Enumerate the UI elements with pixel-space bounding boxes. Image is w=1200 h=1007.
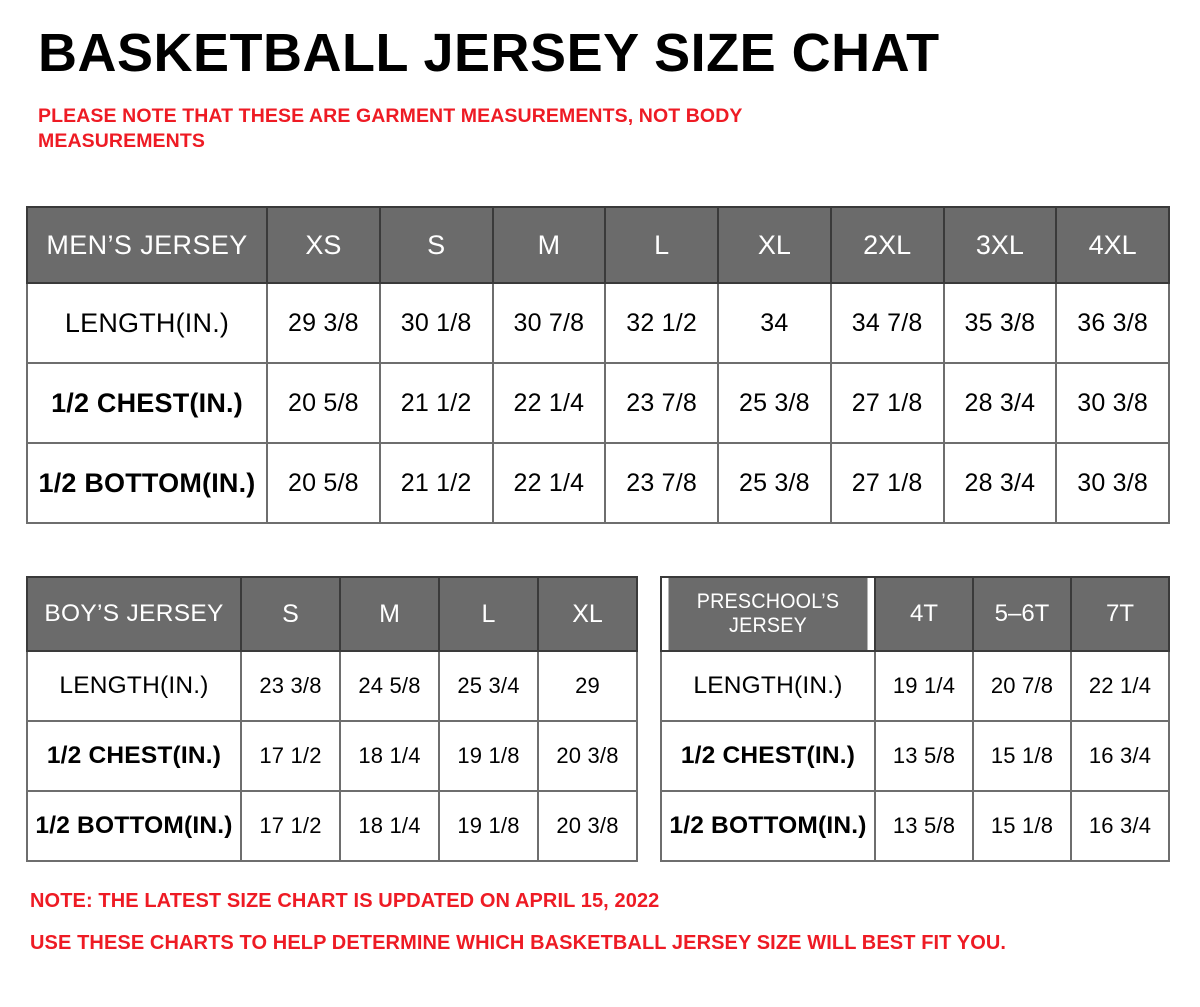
cell-boys-chest-s: 17 1/2 [240, 720, 341, 792]
preschool-jersey-size-table: PRESCHOOL’S JERSEY 4T 5–6T 7T LENGTH(IN.… [660, 576, 1170, 862]
cell-preschool-chest-5-6t: 15 1/8 [972, 720, 1072, 792]
cell-boys-chest-xl: 20 3/8 [537, 720, 638, 792]
cell-bottom-3xl: 28 3/4 [942, 442, 1058, 524]
column-header-l: L [604, 206, 719, 284]
cell-bottom-m: 22 1/4 [491, 442, 607, 524]
table-row: 1/2 BOTTOM(IN.) 17 1/2 18 1/4 19 1/8 20 … [26, 790, 638, 862]
table-row: LENGTH(IN.) 19 1/4 20 7/8 22 1/4 [660, 650, 1170, 722]
preschool-table-corner-header: PRESCHOOL’S JERSEY [666, 576, 870, 652]
row-label-preschool-length: LENGTH(IN.) [660, 650, 876, 722]
cell-boys-bottom-l: 19 1/8 [438, 790, 539, 862]
cell-length-3xl: 35 3/8 [942, 282, 1058, 364]
table-row: 1/2 CHEST(IN.) 20 5/8 21 1/2 22 1/4 23 7… [26, 362, 1170, 444]
cell-boys-bottom-m: 18 1/4 [339, 790, 440, 862]
cell-boys-length-s: 23 3/8 [240, 650, 341, 722]
boys-jersey-size-table: BOY’S JERSEY S M L XL LENGTH(IN.) 23 3/8… [26, 576, 638, 862]
table-row: LENGTH(IN.) 23 3/8 24 5/8 25 3/4 29 [26, 650, 638, 722]
row-label-half-chest: 1/2 CHEST(IN.) [26, 362, 268, 444]
cell-chest-s: 21 1/2 [378, 362, 494, 444]
usage-note: USE THESE CHARTS TO HELP DETERMINE WHICH… [30, 932, 1007, 954]
row-label-boys-half-bottom: 1/2 BOTTOM(IN.) [26, 790, 242, 862]
cell-preschool-length-4t: 19 1/4 [874, 650, 974, 722]
column-header-4t: 4T [874, 576, 974, 652]
mens-jersey-size-table: MEN’S JERSEY XS S M L XL 2XL 3XL 4XL LEN… [26, 206, 1170, 524]
column-header-boys-xl: XL [537, 576, 638, 652]
row-label-boys-half-chest: 1/2 CHEST(IN.) [26, 720, 242, 792]
cell-bottom-4xl: 30 3/8 [1055, 442, 1170, 524]
cell-chest-l: 23 7/8 [604, 362, 719, 444]
cell-chest-m: 22 1/4 [491, 362, 607, 444]
table-header-row: BOY’S JERSEY S M L XL [26, 576, 638, 652]
table-row: 1/2 CHEST(IN.) 17 1/2 18 1/4 19 1/8 20 3… [26, 720, 638, 792]
table-header-row: PRESCHOOL’S JERSEY 4T 5–6T 7T [661, 576, 1170, 652]
update-note: NOTE: THE LATEST SIZE CHART IS UPDATED O… [30, 890, 660, 912]
table-row: 1/2 BOTTOM(IN.) 20 5/8 21 1/2 22 1/4 23 … [26, 442, 1170, 524]
cell-length-4xl: 36 3/8 [1055, 282, 1170, 364]
column-header-7t: 7T [1070, 576, 1170, 652]
cell-preschool-bottom-4t: 13 5/8 [874, 790, 974, 862]
cell-boys-length-xl: 29 [537, 650, 638, 722]
cell-bottom-s: 21 1/2 [378, 442, 494, 524]
mens-table-corner-header: MEN’S JERSEY [26, 206, 268, 284]
column-header-boys-s: S [240, 576, 341, 652]
cell-chest-xs: 20 5/8 [266, 362, 381, 444]
column-header-3xl: 3XL [942, 206, 1058, 284]
table-row: LENGTH(IN.) 29 3/8 30 1/8 30 7/8 32 1/2 … [26, 282, 1170, 364]
column-header-boys-l: L [438, 576, 539, 652]
boys-table-corner-header: BOY’S JERSEY [26, 576, 242, 652]
cell-boys-bottom-s: 17 1/2 [240, 790, 341, 862]
cell-bottom-xs: 20 5/8 [266, 442, 381, 524]
cell-length-s: 30 1/8 [378, 282, 494, 364]
cell-boys-chest-m: 18 1/4 [339, 720, 440, 792]
row-label-length: LENGTH(IN.) [26, 282, 268, 364]
cell-bottom-2xl: 27 1/8 [829, 442, 945, 524]
cell-boys-bottom-xl: 20 3/8 [537, 790, 638, 862]
column-header-boys-m: M [339, 576, 440, 652]
column-header-s: S [378, 206, 494, 284]
cell-length-xs: 29 3/8 [266, 282, 381, 364]
column-header-2xl: 2XL [829, 206, 945, 284]
cell-preschool-chest-7t: 16 3/4 [1070, 720, 1170, 792]
cell-preschool-length-5-6t: 20 7/8 [972, 650, 1072, 722]
column-header-xs: XS [266, 206, 381, 284]
cell-length-l: 32 1/2 [604, 282, 719, 364]
cell-chest-2xl: 27 1/8 [829, 362, 945, 444]
cell-boys-length-l: 25 3/4 [438, 650, 539, 722]
table-row: 1/2 BOTTOM(IN.) 13 5/8 15 1/8 16 3/4 [660, 790, 1170, 862]
cell-preschool-bottom-7t: 16 3/4 [1070, 790, 1170, 862]
row-label-preschool-half-bottom: 1/2 BOTTOM(IN.) [660, 790, 876, 862]
cell-chest-3xl: 28 3/4 [942, 362, 1058, 444]
column-header-xl: XL [717, 206, 832, 284]
garment-measurement-disclaimer: PLEASE NOTE THAT THESE ARE GARMENT MEASU… [38, 105, 743, 152]
cell-boys-length-m: 24 5/8 [339, 650, 440, 722]
column-header-4xl: 4XL [1055, 206, 1170, 284]
row-label-boys-length: LENGTH(IN.) [26, 650, 242, 722]
cell-chest-xl: 25 3/8 [717, 362, 832, 444]
column-header-5-6t: 5–6T [972, 576, 1072, 652]
cell-preschool-length-7t: 22 1/4 [1070, 650, 1170, 722]
cell-length-2xl: 34 7/8 [829, 282, 945, 364]
table-header-row: MEN’S JERSEY XS S M L XL 2XL 3XL 4XL [26, 206, 1170, 284]
cell-length-m: 30 7/8 [491, 282, 607, 364]
cell-chest-4xl: 30 3/8 [1055, 362, 1170, 444]
row-label-half-bottom: 1/2 BOTTOM(IN.) [26, 442, 268, 524]
page-title: BASKETBALL JERSEY SIZE CHAT [38, 23, 940, 83]
cell-boys-chest-l: 19 1/8 [438, 720, 539, 792]
table-row: 1/2 CHEST(IN.) 13 5/8 15 1/8 16 3/4 [660, 720, 1170, 792]
row-label-preschool-half-chest: 1/2 CHEST(IN.) [660, 720, 876, 792]
cell-preschool-chest-4t: 13 5/8 [874, 720, 974, 792]
cell-bottom-xl: 25 3/8 [717, 442, 832, 524]
cell-bottom-l: 23 7/8 [604, 442, 719, 524]
cell-preschool-bottom-5-6t: 15 1/8 [972, 790, 1072, 862]
column-header-m: M [491, 206, 607, 284]
cell-length-xl: 34 [717, 282, 832, 364]
